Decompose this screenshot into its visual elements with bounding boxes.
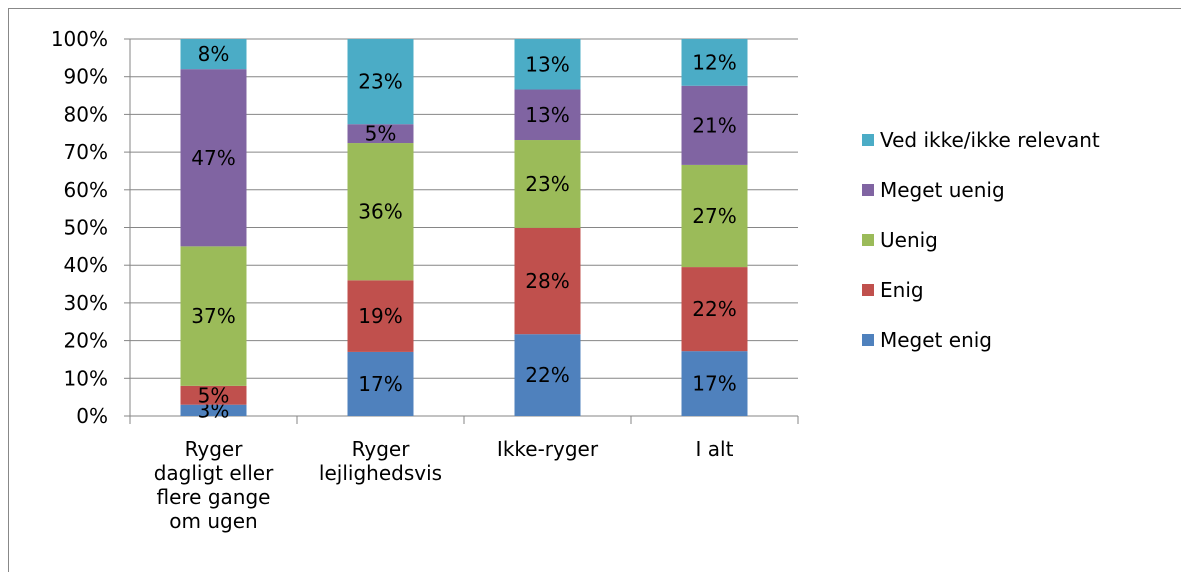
bar-segment (180, 39, 247, 70)
legend-swatch (862, 184, 874, 196)
data-label: 47% (191, 146, 235, 170)
bar-segment (514, 39, 581, 90)
data-label: 23% (525, 172, 569, 196)
y-tick-label: 0% (76, 404, 108, 428)
y-tick-label: 10% (64, 366, 108, 390)
bar-segment (347, 124, 414, 144)
legend-swatch (862, 234, 874, 246)
bar-segment (347, 39, 414, 125)
data-label: 21% (692, 113, 736, 137)
bar-segment (681, 39, 748, 86)
legend-swatch (862, 334, 874, 346)
bar-segment (347, 280, 414, 352)
data-label: 8% (198, 42, 230, 66)
x-tick-label: I alt (696, 437, 734, 461)
legend-swatch (862, 134, 874, 146)
data-label: 13% (525, 103, 569, 127)
legend-label: Ved ikke/ikke relevant (880, 128, 1100, 152)
bar-segment (681, 267, 748, 352)
y-tick-label: 80% (64, 102, 108, 126)
bar-segment (514, 89, 581, 141)
legend-swatch (862, 284, 874, 296)
data-label: 12% (692, 50, 736, 74)
bar-segment (514, 140, 581, 228)
legend-label: Enig (880, 278, 924, 302)
data-label: 5% (365, 122, 397, 146)
y-tick-label: 60% (64, 178, 108, 202)
y-tick-label: 90% (64, 65, 108, 89)
y-tick-label: 20% (64, 329, 108, 353)
bar-segment (180, 69, 247, 247)
x-tick-label: Ikke-ryger (497, 437, 599, 461)
bar-segment (681, 85, 748, 165)
data-label: 27% (692, 204, 736, 228)
y-tick-label: 100% (51, 27, 108, 51)
bar-segment (514, 334, 581, 416)
bar-segment (347, 143, 414, 281)
y-tick-label: 50% (64, 216, 108, 240)
bar-segment (514, 227, 581, 335)
legend-label: Meget uenig (880, 178, 1005, 202)
bar-segment (681, 351, 748, 416)
data-label: 5% (198, 383, 230, 407)
y-tick-label: 40% (64, 253, 108, 277)
bar-segment (180, 246, 247, 386)
data-label: 23% (358, 70, 402, 94)
data-label: 36% (358, 200, 402, 224)
data-label: 28% (525, 269, 569, 293)
bar-segment (180, 404, 247, 416)
data-label: 19% (358, 304, 402, 328)
data-label: 13% (525, 52, 569, 76)
data-label: 22% (692, 297, 736, 321)
bar-segment (180, 385, 247, 405)
data-label: 17% (692, 372, 736, 396)
data-label: 37% (191, 304, 235, 328)
data-label: 22% (525, 363, 569, 387)
bar-segment (347, 351, 414, 416)
y-tick-label: 30% (64, 291, 108, 315)
x-tick-label: Ryger lejlighedsvis (319, 437, 442, 485)
data-label: 17% (358, 372, 402, 396)
y-tick-label: 70% (64, 140, 108, 164)
x-tick-label: Ryger dagligt eller flere gange om ugen (154, 437, 274, 533)
legend-label: Meget enig (880, 328, 992, 352)
legend-label: Uenig (880, 228, 938, 252)
bar-segment (681, 164, 748, 268)
